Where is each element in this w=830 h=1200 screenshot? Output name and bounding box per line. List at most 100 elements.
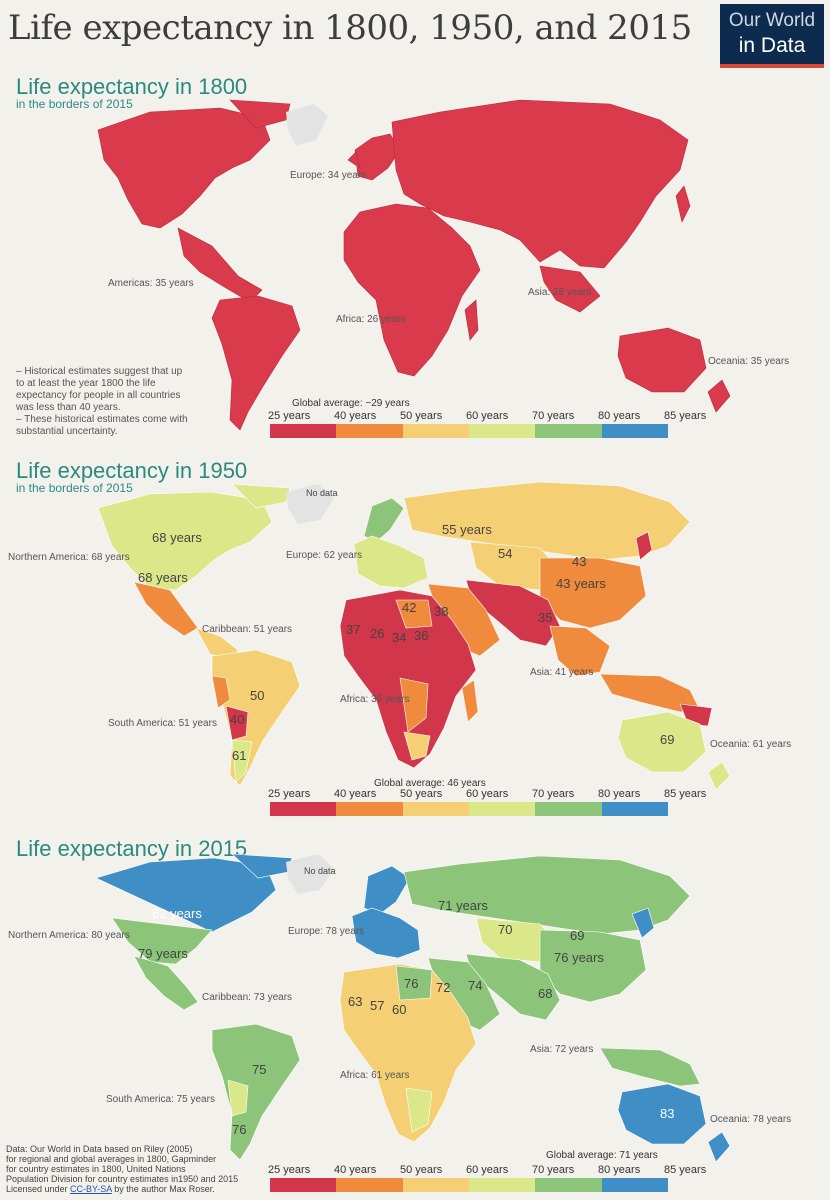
legend-tick: 70 years [532,788,575,800]
map-value: 43 [572,554,587,569]
license-line: Licensed under CC-BY-SA by the author Ma… [6,1184,276,1194]
legend-tick: 80 years [598,1164,641,1176]
license-suffix: by the author Max Roser. [111,1184,215,1194]
map-value: 43 years [556,576,606,591]
region-label-caribbean: Caribbean: 51 years [202,624,293,635]
legend-tick: 40 years [334,410,377,422]
panel-title: Life expectancy in 2015 [16,836,248,861]
legend-swatch [336,802,403,816]
historical-note: – Historical estimates suggest that up t… [16,366,188,438]
map-value: 74 [468,978,483,993]
region-label-asia: Asia: 41 years [530,667,594,678]
region-label-caribbean: Caribbean: 73 years [202,992,293,1003]
logo-line2: in Data [738,34,806,57]
note-line: – These historical estimates come with [16,414,188,425]
legend-swatch [601,1178,668,1192]
map-value: 76 [404,976,419,991]
map-value: 26 [370,626,385,641]
legend-tick: 85 years [664,788,707,800]
legend-swatch [336,1178,403,1192]
region-label-asia: Asia: 28 years [528,287,592,298]
note-line: substantial uncertainty. [16,426,118,437]
map-value: 50 [250,688,265,703]
source-line: for country estimates in 1800, United Na… [6,1164,186,1174]
panel-1800: Life expectancy in 1800 in the borders o… [0,0,830,450]
map-value: 60 [392,1002,407,1017]
owid-logo[interactable]: Our World in Data [720,4,824,68]
region-label-south-america: South America: 51 years [108,718,217,729]
panel-subtitle: in the borders of 2015 [16,97,133,111]
source-line: for regional and global averages in 1800… [6,1154,217,1164]
legend-tick: 25 years [268,788,311,800]
world-map-1800 [97,99,731,431]
global-average: Global average: 46 years [374,778,486,789]
legend-tick: 70 years [532,410,575,422]
legend-swatch [535,424,602,438]
map-value: 63 [348,994,363,1009]
map-value: 72 [436,980,451,995]
region-label-africa: Africa: 36 years [340,694,410,705]
panel-1950: Life expectancy in 1950 in the borders o… [0,450,830,830]
map-value: 40 [230,712,245,727]
map-value: 55 years [442,522,492,537]
global-average: Global average: 71 years [546,1150,658,1161]
panel-title: Life expectancy in 1950 [16,458,248,483]
note-line: to at least the year 1800 the life [16,378,156,389]
region-label-europe: Europe: 34 years [290,170,367,181]
map-value: 83 [660,1106,675,1121]
legend-swatch [535,1178,602,1192]
map-value: 34 [392,630,407,645]
license-prefix: Licensed under [6,1184,71,1194]
source-line: Population Division for country estimate… [6,1174,239,1184]
region-label-africa: Africa: 61 years [340,1070,410,1081]
world-map-1950 [97,481,731,791]
logo-bar [720,64,824,68]
legend-tick: 50 years [400,410,443,422]
legend-swatch [535,802,602,816]
map-value: 69 [570,928,585,943]
map-value: 82 years [152,906,202,921]
map-value: 54 [498,546,513,561]
legend-swatch [601,424,668,438]
region-label-americas: Americas: 35 years [108,278,194,289]
license-link[interactable]: CC-BY-SA [70,1184,112,1194]
map-value: 71 years [438,898,488,913]
panel-2015: Life expectancy in 2015 No data Nor [0,830,830,1200]
logo-line1: Our World [728,10,816,31]
region-label-europe: Europe: 62 years [286,550,363,561]
map-value: 68 years [138,570,188,585]
legend-swatch [270,424,337,438]
map-value: 57 [370,998,385,1013]
region-label-oceania: Oceania: 78 years [710,1114,792,1125]
panel-subtitle: in the borders of 2015 [16,481,133,495]
map-value: 42 [402,600,417,615]
legend-tick: 60 years [466,788,509,800]
legend-tick: 25 years [268,1164,311,1176]
region-label-africa: Africa: 26 years [336,314,406,325]
region-label-oceania: Oceania: 35 years [708,356,790,367]
no-data-label: No data [304,866,336,876]
source-line: Data: Our World in Data based on Riley (… [6,1144,193,1154]
world-map-2015 [95,853,731,1163]
legend-tick: 50 years [400,788,443,800]
legend-tick: 85 years [664,1164,707,1176]
page-title: Life expectancy in 1800, 1950, and 2015 [8,8,692,48]
source-note: Data: Our World in Data based on Riley (… [6,1144,276,1194]
legend-swatch [336,424,403,438]
region-label-oceania: Oceania: 61 years [710,739,792,750]
legend-swatch [601,802,668,816]
map-value: 79 years [138,946,188,961]
no-data-label: No data [306,488,338,498]
legend-tick: 50 years [400,1164,443,1176]
legend-swatch [270,1178,337,1192]
map-value: 70 [498,922,513,937]
legend-swatch [402,424,469,438]
map-value: 36 [414,628,429,643]
color-legend [270,424,668,438]
legend-swatch [270,802,337,816]
region-label-north-america: Northern America: 80 years [8,930,130,941]
map-value: 61 [232,748,247,763]
legend-tick: 60 years [466,410,509,422]
map-value: 76 years [554,950,604,965]
legend-tick: 85 years [664,410,707,422]
